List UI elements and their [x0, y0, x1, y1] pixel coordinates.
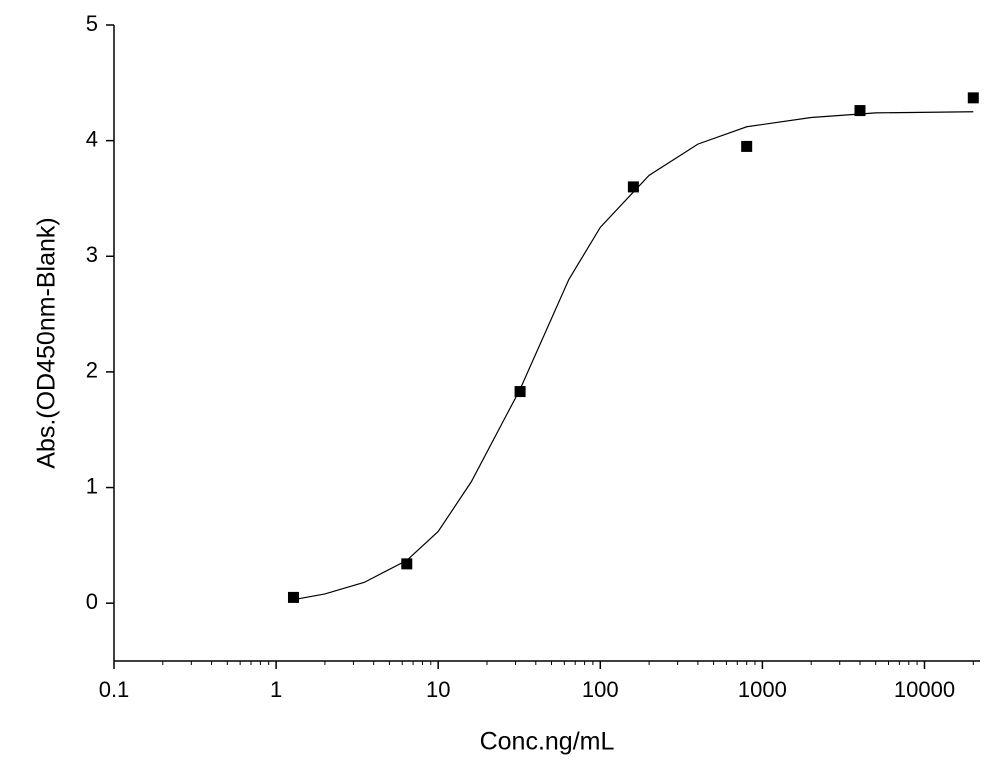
- y-tick-label: 4: [86, 126, 98, 151]
- data-point: [967, 92, 979, 104]
- x-tick-label: 10: [426, 677, 450, 702]
- y-tick-label: 0: [86, 589, 98, 614]
- x-axis-label: Conc.ng/mL: [480, 728, 615, 756]
- data-point: [514, 386, 526, 398]
- y-tick-label: 5: [86, 11, 98, 36]
- y-axis-label: Abs.(OD450nm-Blank): [33, 217, 61, 468]
- x-tick-label: 1000: [738, 677, 787, 702]
- y-tick-label: 1: [86, 473, 98, 498]
- x-tick-label: 1: [270, 677, 282, 702]
- data-point: [741, 140, 753, 152]
- data-point: [854, 105, 866, 117]
- x-tick-label: 10000: [894, 677, 955, 702]
- x-tick-label: 100: [582, 677, 619, 702]
- data-point: [401, 558, 413, 570]
- y-tick-label: 3: [86, 242, 98, 267]
- x-tick-label: 0.1: [99, 677, 130, 702]
- fit-curve: [293, 111, 974, 601]
- data-point: [287, 591, 299, 603]
- y-tick-label: 2: [86, 358, 98, 383]
- data-point: [627, 181, 639, 193]
